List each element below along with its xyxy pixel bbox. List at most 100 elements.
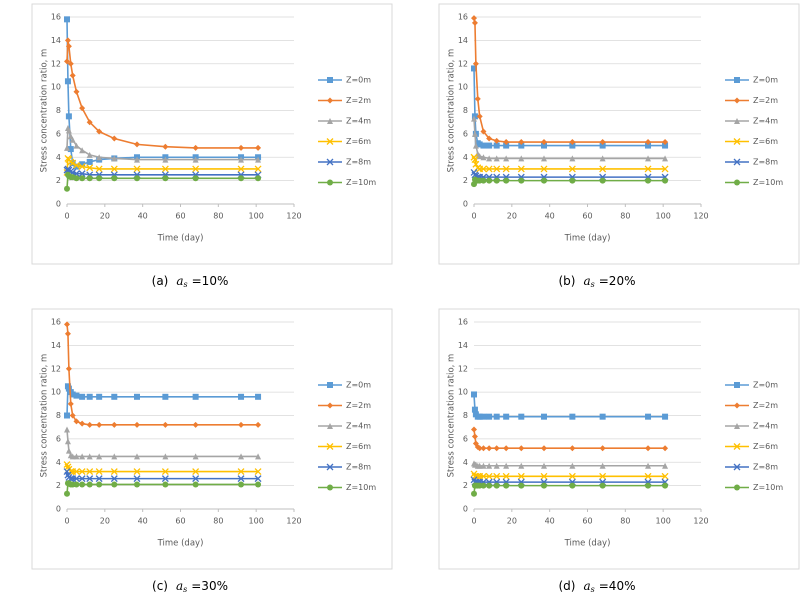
- caption: (c) as =30%: [152, 579, 228, 595]
- data-point: [540, 142, 547, 149]
- data-point: [486, 482, 493, 489]
- data-point: [540, 165, 548, 173]
- legend-label: Z=6m: [753, 442, 778, 451]
- data-point: [161, 468, 169, 476]
- x-tick-label: 0: [471, 517, 476, 526]
- x-tick-label: 40: [545, 212, 555, 221]
- data-point: [64, 321, 70, 328]
- data-point: [111, 135, 118, 142]
- data-point: [493, 177, 500, 184]
- data-point: [86, 481, 93, 488]
- y-tick-label: 8: [463, 411, 468, 420]
- y-tick-label: 8: [56, 106, 61, 115]
- data-point: [486, 445, 493, 452]
- data-point: [599, 472, 607, 480]
- caption: (d) as =40%: [559, 579, 636, 595]
- x-tick-label: 60: [582, 212, 592, 221]
- data-point: [86, 475, 94, 483]
- data-point: [79, 175, 86, 182]
- data-point: [493, 165, 501, 173]
- x-tick-label: 100: [656, 212, 671, 221]
- y-tick-label: 12: [458, 364, 468, 373]
- data-point: [518, 177, 525, 184]
- y-axis-title: Stress concentration ratio, m: [447, 49, 457, 173]
- y-tick-label: 12: [51, 59, 61, 68]
- data-point: [64, 426, 70, 433]
- data-point: [192, 156, 199, 163]
- data-point: [662, 155, 669, 162]
- y-axis-title: Stress concentration ratio, m: [447, 354, 457, 478]
- data-point: [110, 165, 118, 173]
- data-point: [480, 128, 487, 135]
- legend-label: Z=6m: [346, 442, 371, 451]
- x-tick-label: 100: [249, 212, 264, 221]
- y-tick-label: 4: [463, 153, 468, 162]
- data-point: [493, 482, 500, 489]
- legend-marker: [326, 463, 334, 471]
- data-point: [518, 462, 525, 469]
- legend-marker: [734, 382, 740, 388]
- legend-label: Z=0m: [753, 381, 778, 390]
- data-point: [238, 156, 245, 163]
- data-point: [162, 175, 169, 182]
- data-point: [162, 143, 169, 150]
- data-point: [133, 141, 140, 148]
- y-tick-label: 8: [463, 106, 468, 115]
- chart-panel: 0 2 4 6 8 10 12 14 16 0 20 40 60 80 100 120 Time (day) St…: [31, 3, 393, 290]
- data-point: [192, 481, 199, 488]
- data-point: [238, 421, 245, 428]
- data-point: [64, 144, 70, 151]
- data-point: [255, 156, 262, 163]
- y-tick-label: 6: [463, 129, 468, 138]
- legend-label: Z=6m: [753, 137, 778, 146]
- data-point: [540, 462, 547, 469]
- y-tick-label: 10: [51, 388, 61, 397]
- data-point: [662, 462, 669, 469]
- data-point: [645, 413, 652, 420]
- data-point: [133, 475, 141, 483]
- x-tick-label: 80: [620, 517, 630, 526]
- y-tick-label: 8: [56, 411, 61, 420]
- data-point: [73, 418, 80, 425]
- data-point: [493, 462, 500, 469]
- chart-panel: 0 2 4 6 8 10 12 14 16 0 20 40 60 80 100 120 Time (day) St…: [438, 3, 800, 289]
- data-point: [192, 144, 199, 151]
- data-point: [69, 72, 76, 79]
- legend-label: Z=8m: [753, 158, 778, 167]
- data-point: [599, 445, 606, 452]
- y-tick-label: 10: [458, 83, 468, 92]
- data-point: [518, 445, 525, 452]
- data-point: [72, 161, 80, 169]
- legend-marker: [326, 158, 334, 166]
- legend-marker: [326, 443, 334, 450]
- data-point: [645, 155, 652, 162]
- caption-subscript: s: [591, 280, 595, 289]
- caption-value: =20%: [599, 274, 636, 288]
- y-tick-label: 14: [458, 36, 468, 45]
- data-point: [661, 165, 669, 173]
- data-point: [476, 445, 483, 452]
- data-point: [69, 159, 77, 167]
- data-point: [518, 155, 525, 162]
- y-tick-label: 4: [56, 458, 61, 467]
- data-point: [237, 165, 245, 173]
- legend-marker: [327, 402, 333, 409]
- x-axis-title: Time (day): [157, 234, 204, 244]
- caption-value: =30%: [191, 579, 228, 593]
- data-point: [540, 155, 547, 162]
- x-tick-label: 60: [582, 517, 592, 526]
- data-point: [64, 58, 70, 65]
- data-point: [645, 139, 652, 146]
- legend-label: Z=10m: [753, 178, 783, 187]
- y-axis-title: Stress concentration ratio, m: [40, 49, 50, 173]
- y-tick-label: 14: [51, 36, 61, 45]
- data-point: [73, 453, 80, 460]
- data-point: [471, 19, 478, 26]
- data-point: [503, 139, 510, 146]
- data-point: [67, 400, 74, 407]
- legend-marker: [734, 402, 740, 409]
- caption: (a) as =10%: [152, 274, 229, 290]
- data-point: [493, 155, 500, 162]
- data-point: [73, 175, 80, 182]
